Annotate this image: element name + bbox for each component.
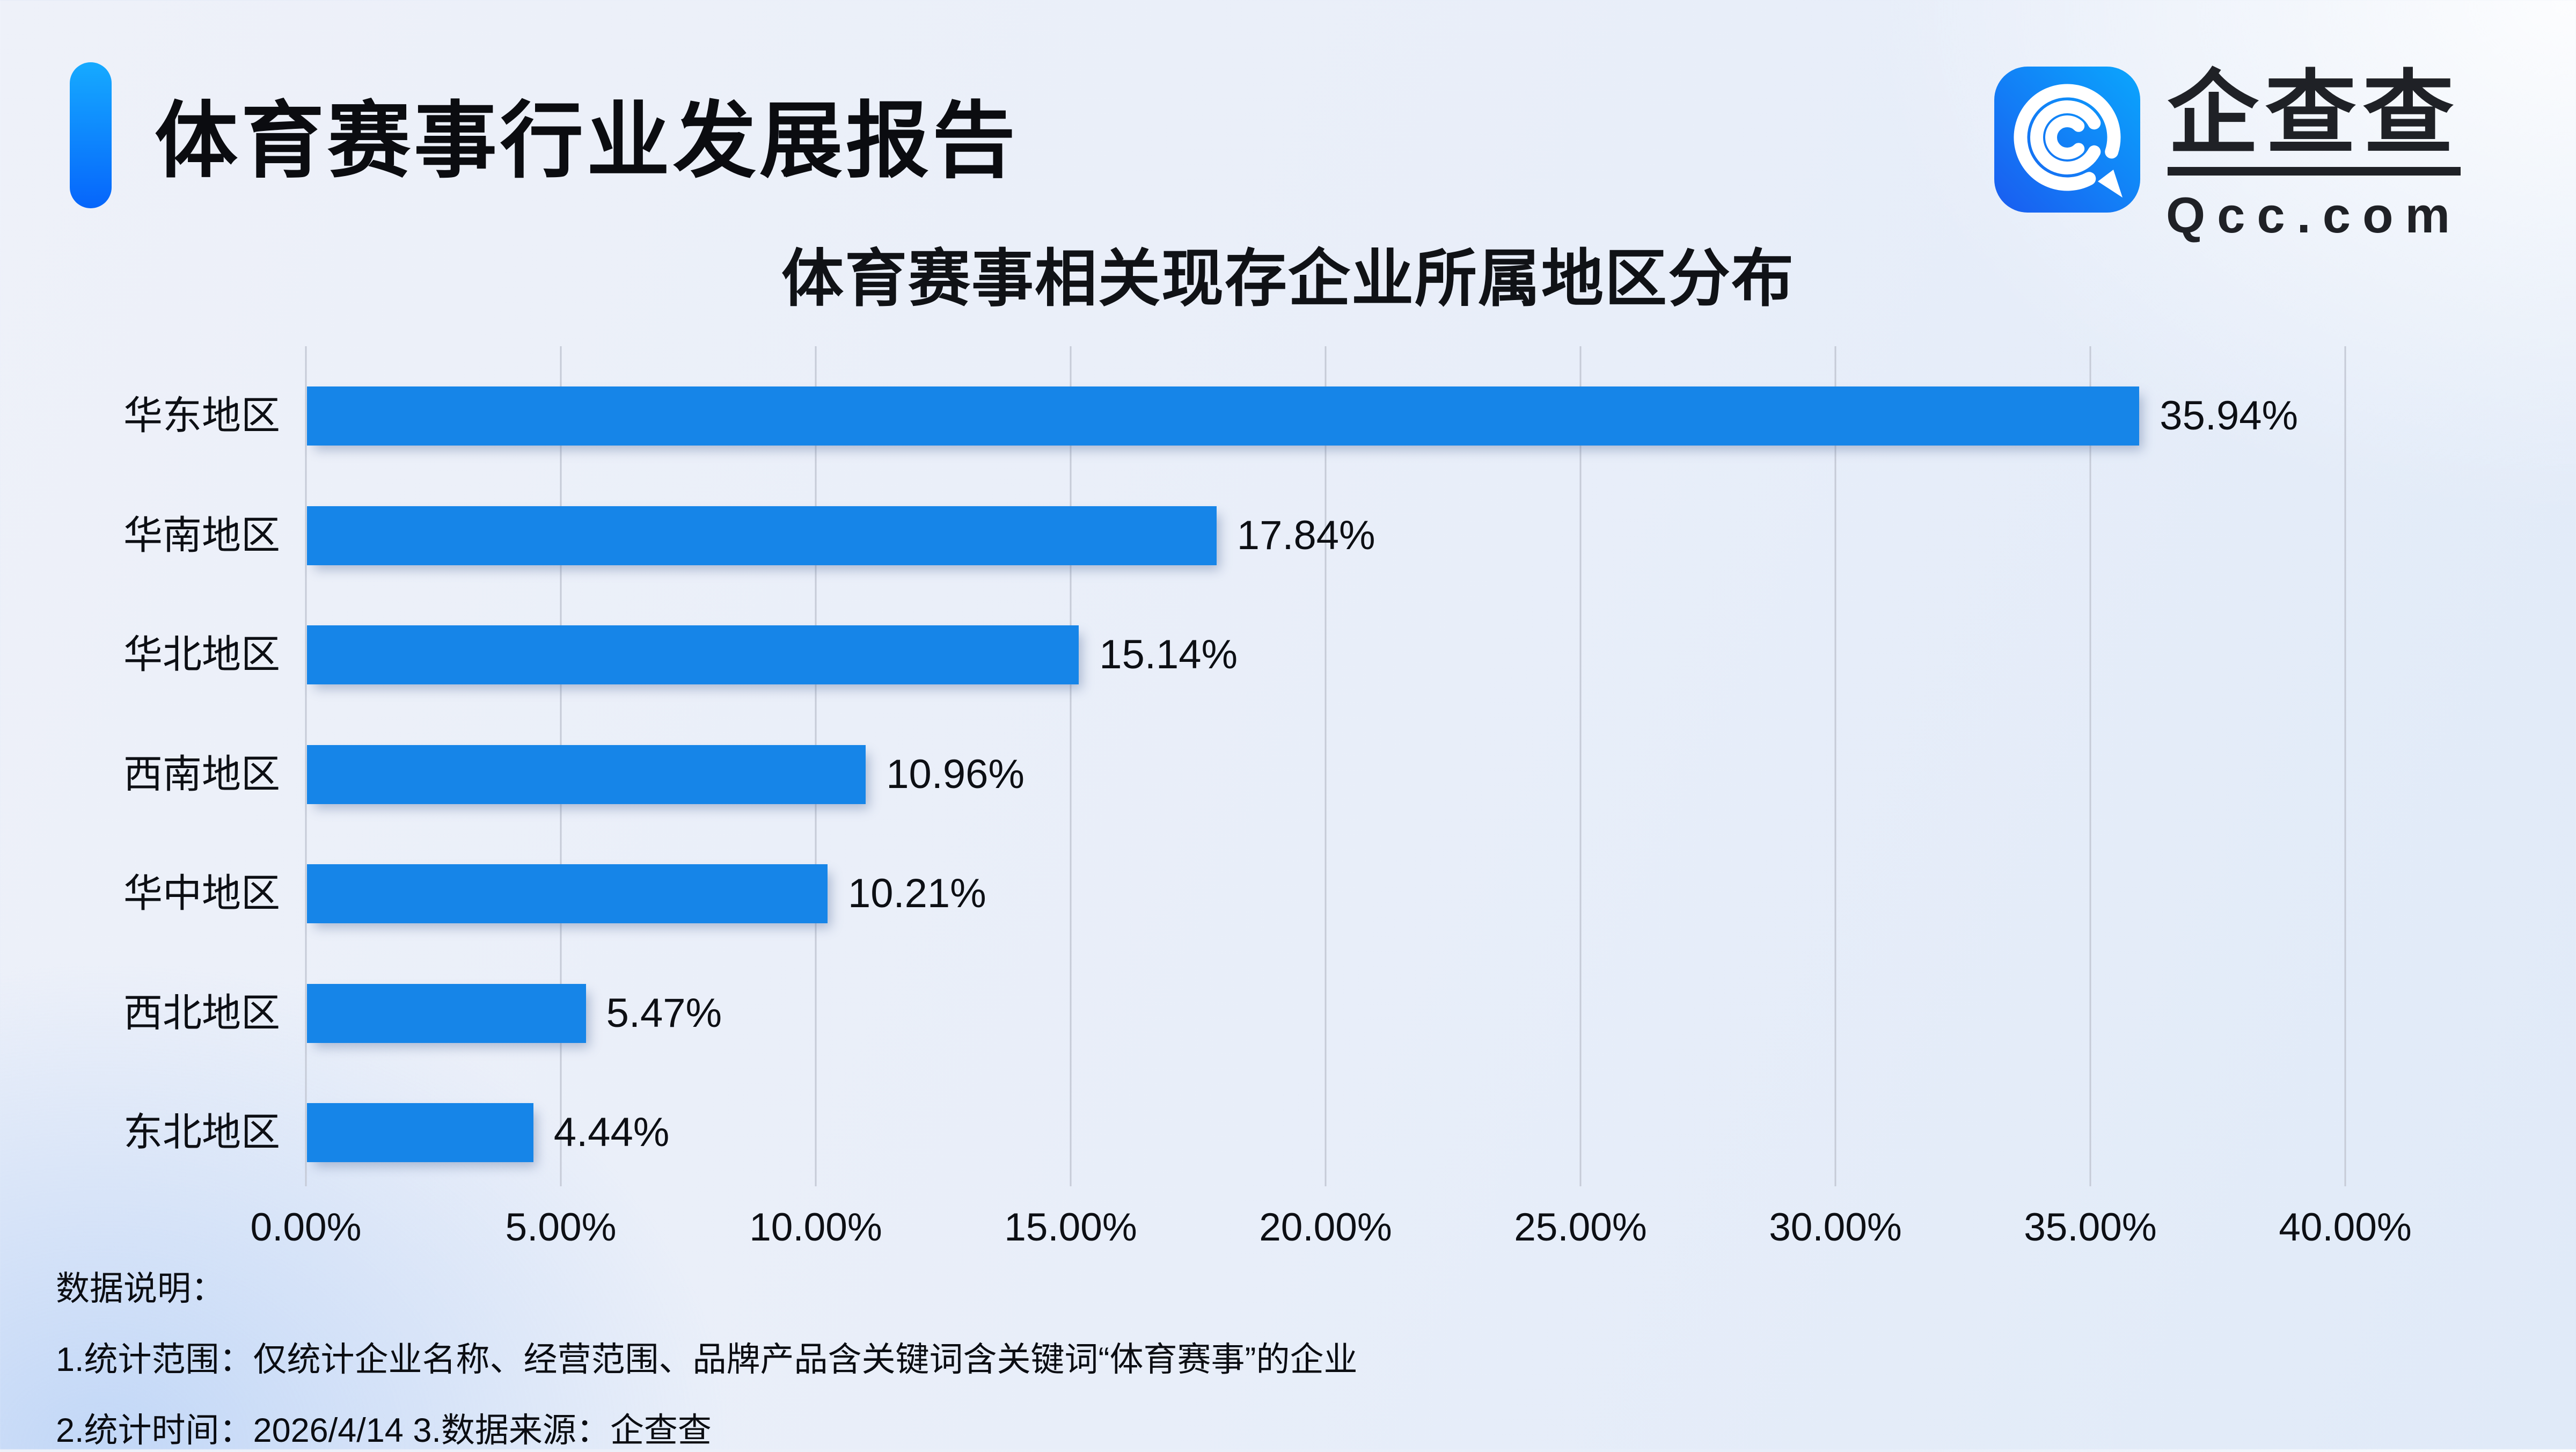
x-axis-tick-label: 5.00%: [505, 1206, 617, 1249]
x-axis-tick-label: 30.00%: [1769, 1206, 1902, 1249]
gridline: [305, 346, 307, 1186]
category-label: 西北地区: [123, 991, 280, 1035]
gridline: [2089, 346, 2091, 1186]
logo-domain-text: Qcc.com: [2166, 186, 2462, 243]
bar: [307, 1103, 533, 1162]
x-axis-tick-label: 40.00%: [2279, 1206, 2412, 1249]
category-label: 华中地区: [123, 872, 280, 915]
logo-text-block: 企查查 Qcc.com: [2166, 67, 2462, 244]
value-label: 35.94%: [2160, 393, 2299, 439]
x-axis-tick-label: 35.00%: [2024, 1206, 2157, 1249]
bar-row: 西南地区 10.96%: [123, 745, 2410, 804]
value-label: 15.14%: [1099, 632, 1238, 677]
logo-brand-text: 企查查: [2167, 67, 2461, 176]
gridline: [2344, 346, 2346, 1186]
x-axis-tick-label: 20.00%: [1259, 1206, 1392, 1249]
gridline: [1324, 346, 1327, 1186]
page-title: 体育赛事行业发展报告: [155, 94, 1019, 187]
qcc-logo-icon: [1994, 67, 2140, 213]
value-label: 4.44%: [553, 1110, 670, 1155]
plot-area: 0.00% 5.00% 10.00% 15.00% 20.00% 25.00% 30.00%…: [123, 346, 2412, 1249]
notes-line-1: 1.统计范围：仅统计企业名称、经营范围、品牌产品含关键词含关键词“体育赛事”的企…: [56, 1341, 1358, 1378]
gridline: [1834, 346, 1836, 1186]
x-axis-tick-label: 15.00%: [1004, 1206, 1137, 1249]
bar: [307, 506, 1217, 565]
chart-title: 体育赛事相关现存企业所属地区分布: [781, 244, 1795, 313]
qcc-logo: 企查查 Qcc.com: [1994, 67, 2462, 244]
bar: [307, 386, 2140, 446]
value-label: 17.84%: [1236, 512, 1375, 558]
bar: [307, 864, 828, 923]
category-label: 华东地区: [123, 394, 280, 437]
category-label: 华北地区: [123, 633, 280, 676]
bar-row: 华北地区 15.14%: [123, 625, 2410, 684]
bar: [307, 745, 866, 804]
gridline: [1579, 346, 1582, 1186]
category-label: 东北地区: [123, 1111, 280, 1154]
value-label: 5.47%: [606, 990, 722, 1036]
bar-row: 华东地区 35.94%: [123, 386, 2410, 446]
category-label: 西南地区: [123, 752, 280, 796]
title-accent-bar: [70, 62, 112, 208]
x-axis-tick-label: 10.00%: [749, 1206, 882, 1249]
category-label: 华南地区: [123, 513, 280, 557]
gridline: [1070, 346, 1072, 1186]
bar-row: 西北地区 5.47%: [123, 983, 2410, 1043]
bar-row: 华中地区 10.21%: [123, 864, 2410, 923]
bar: [307, 625, 1079, 684]
x-axis-tick-label: 25.00%: [1514, 1206, 1647, 1249]
bar-row: 东北地区 4.44%: [123, 1103, 2410, 1162]
x-axis-tick-label: 0.00%: [250, 1206, 362, 1249]
value-label: 10.96%: [886, 751, 1024, 797]
bar: [307, 983, 586, 1043]
value-label: 10.21%: [847, 871, 986, 916]
notes-heading: 数据说明：: [56, 1270, 225, 1308]
notes-line-2: 2.统计时间：2026/4/14 3.数据来源：企查查: [56, 1412, 712, 1449]
bar-row: 华南地区 17.84%: [123, 506, 2410, 565]
